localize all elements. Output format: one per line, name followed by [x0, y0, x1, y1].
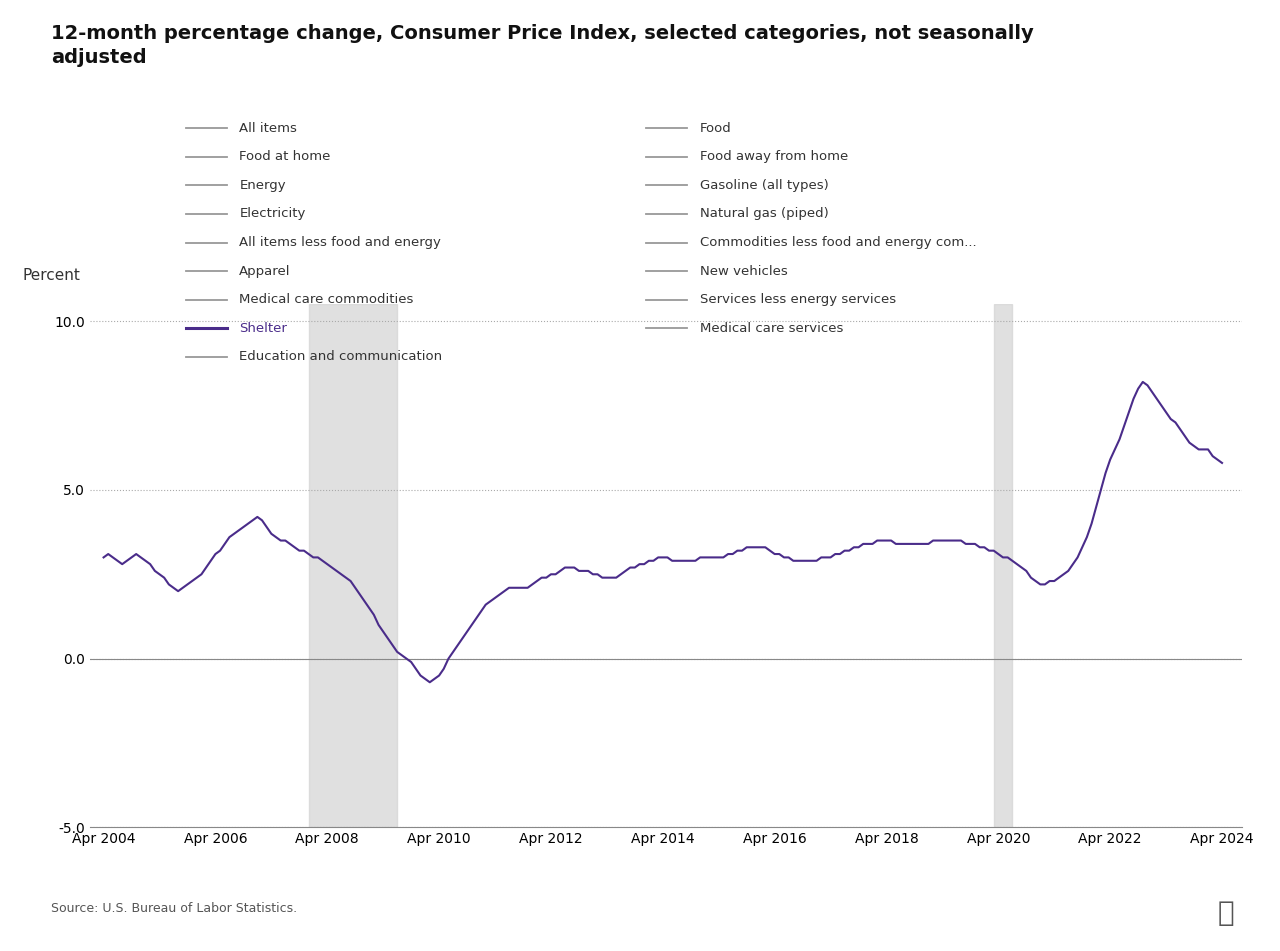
Text: Natural gas (piped): Natural gas (piped) [700, 207, 829, 221]
Text: Commodities less food and energy com...: Commodities less food and energy com... [700, 236, 977, 249]
Bar [308, 304, 397, 827]
Text: Food away from home: Food away from home [700, 150, 849, 164]
Text: Food at home: Food at home [239, 150, 330, 164]
Text: All items: All items [239, 122, 297, 135]
Text: Apparel: Apparel [239, 264, 291, 278]
Text: 12-month percentage change, Consumer Price Index, selected categories, not seaso: 12-month percentage change, Consumer Pri… [51, 24, 1034, 67]
Text: Services less energy services: Services less energy services [700, 293, 896, 306]
Text: New vehicles: New vehicles [700, 264, 788, 278]
Text: Percent: Percent [23, 268, 81, 283]
Text: Shelter: Shelter [239, 321, 287, 335]
Text: ⤓: ⤓ [1217, 900, 1234, 927]
Text: Energy: Energy [239, 179, 285, 192]
Text: Medical care services: Medical care services [700, 321, 844, 335]
Text: Gasoline (all types): Gasoline (all types) [700, 179, 829, 192]
Text: Education and communication: Education and communication [239, 350, 443, 363]
Text: All items less food and energy: All items less food and energy [239, 236, 442, 249]
Text: Food: Food [700, 122, 732, 135]
Bar [993, 304, 1012, 827]
Text: Medical care commodities: Medical care commodities [239, 293, 413, 306]
Text: Source: U.S. Bureau of Labor Statistics.: Source: U.S. Bureau of Labor Statistics. [51, 902, 297, 915]
Text: Electricity: Electricity [239, 207, 306, 221]
